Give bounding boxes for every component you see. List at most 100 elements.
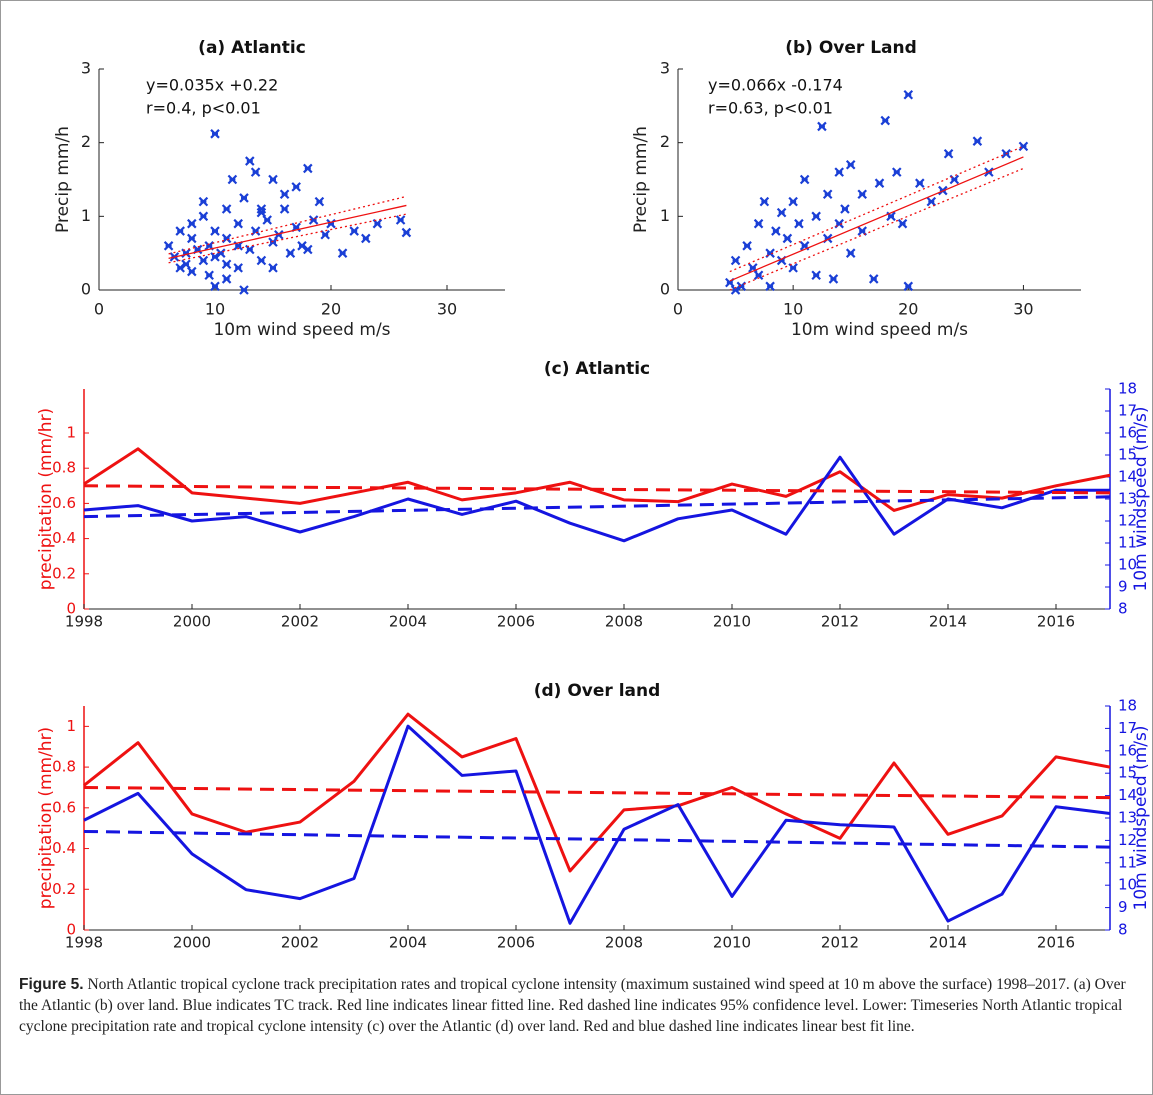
point [198,196,209,207]
point [221,274,232,284]
point [811,211,821,222]
point [349,226,359,236]
line [729,156,1024,282]
point [279,204,290,214]
point [326,218,336,229]
point [874,178,885,188]
x-tick-label: 2002 [281,934,319,952]
y2-tick-label: 14 [1118,786,1137,804]
point [903,281,914,292]
y2-tick-label: 8 [1118,921,1128,939]
y-tick-label: 0.2 [52,880,76,898]
point [857,189,868,200]
point [845,159,856,170]
y-tick-label: 0 [660,280,670,299]
x-tick-label: 2016 [1037,613,1075,631]
y2-tick-label: 9 [1118,898,1128,916]
point [303,163,313,174]
y2-axis-label: 10m windspeed (m/s) [1131,407,1151,592]
point [897,218,908,229]
y-tick-label: 1 [81,206,91,225]
y-tick-label: 3 [660,59,670,78]
point [753,270,764,281]
point [759,196,770,207]
x-tick-label: 2000 [173,934,211,952]
point [227,174,238,185]
y-axis-label: precipitation (mm/hr) [36,408,56,590]
point [828,274,839,284]
x-tick-label: 30 [437,300,457,319]
point [239,285,249,295]
y-tick-label: 0.8 [52,459,76,477]
point [361,233,371,244]
y2-tick-label: 14 [1118,468,1137,486]
chart-title: (d) Over land [534,681,661,701]
y2-tick-label: 10 [1118,556,1137,574]
x-tick-label: 2014 [929,934,967,952]
point [765,281,775,292]
point [198,211,209,222]
point [262,215,272,225]
point [776,207,787,218]
y-tick-label: 0 [66,600,76,618]
y2-tick-label: 16 [1118,424,1137,442]
point [395,215,406,225]
y-tick-label: 1 [66,424,76,442]
point [198,255,209,266]
y2-tick-label: 10 [1118,876,1137,894]
point [822,189,833,200]
x-tick-label: 2014 [929,613,967,631]
point [216,248,226,258]
y2-tick-label: 9 [1118,578,1128,596]
annotation: r=0.4, p<0.01 [146,99,261,118]
y-tick-label: 0 [66,921,76,939]
point [233,218,243,229]
line [168,195,407,255]
x-tick-label: 10 [783,300,803,319]
point [221,259,232,269]
y-axis-label: Precip mm/h [53,126,73,233]
x-tick-label: 2006 [497,613,535,631]
caption-text: North Atlantic tropical cyclone track pr… [19,976,1126,1035]
point [163,241,174,251]
x-tick-label: 30 [1013,300,1033,319]
point [279,189,290,200]
point [753,218,764,229]
y2-tick-label: 11 [1118,853,1137,871]
y2-axis-label: 10m windspeed (m/s) [1131,726,1151,911]
point [834,167,844,177]
x-tick-label: 2004 [389,613,427,631]
y-tick-label: 0 [81,280,91,299]
x-tick-label: 1998 [65,934,103,952]
caption-label: Figure 5. [19,976,84,993]
y-axis-label: precipitation (mm/hr) [36,727,56,909]
point [187,218,197,229]
point [840,204,850,214]
point [915,178,925,188]
caption: Figure 5. North Atlantic tropical cyclon… [19,974,1134,1037]
point [972,136,983,146]
y-tick-label: 1 [660,206,670,225]
line [83,785,1111,800]
y2-tick-label: 15 [1118,446,1137,464]
x-tick-label: 2004 [389,934,427,952]
point [742,241,752,251]
x-tick-label: 2010 [713,934,751,952]
x-tick-label: 10 [205,300,225,319]
point [256,207,267,218]
point [268,237,278,247]
point [730,255,741,266]
line [168,213,407,264]
y2-tick-label: 13 [1118,490,1137,508]
y2-tick-label: 12 [1118,512,1137,530]
point [845,248,856,258]
y-tick-label: 0.8 [52,758,76,776]
y2-tick-label: 16 [1118,741,1137,759]
point [817,121,827,132]
point [245,156,255,166]
chart-title: (a) Atlantic [198,38,306,58]
x-tick-label: 2016 [1037,934,1075,952]
y-tick-label: 0.6 [52,494,76,512]
